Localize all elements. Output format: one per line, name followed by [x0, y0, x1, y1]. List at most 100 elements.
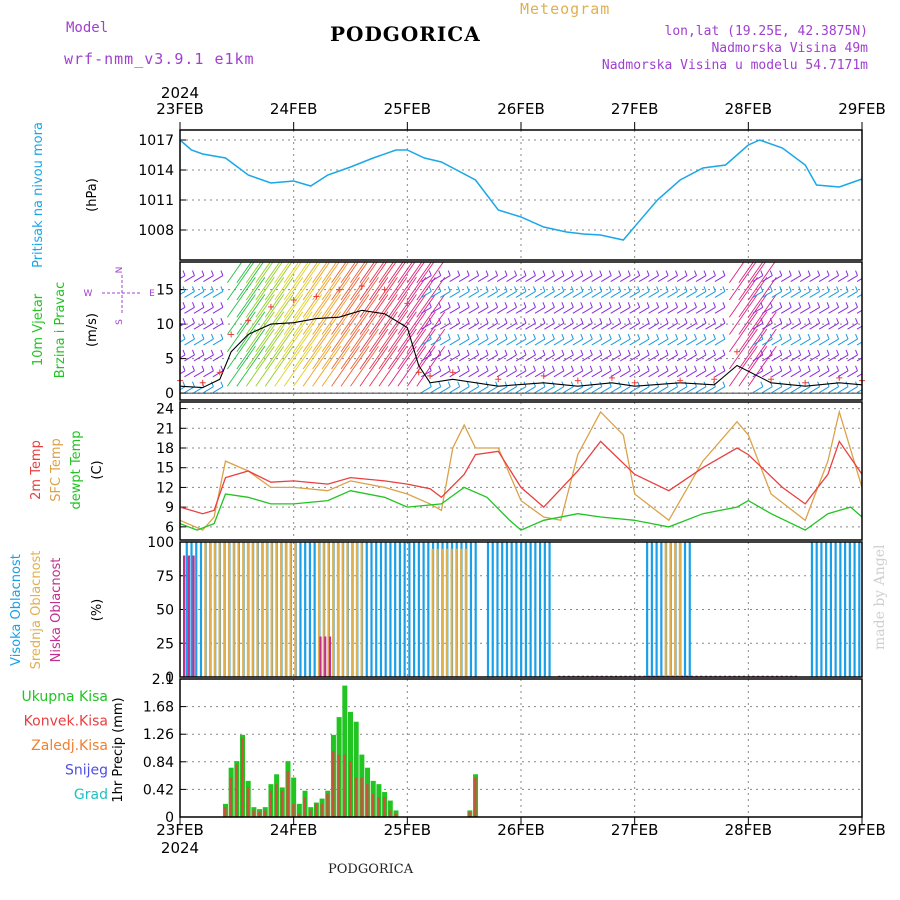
wind-barb — [236, 276, 266, 318]
wind-barb — [274, 262, 302, 301]
wind-barb — [729, 345, 758, 387]
wind-barb — [397, 345, 427, 387]
wind-barb — [561, 349, 565, 356]
wind-barb — [714, 386, 726, 394]
wind-barb — [769, 302, 773, 308]
wind-barb — [312, 294, 341, 335]
wind-barb — [591, 306, 603, 314]
wind-barb — [397, 262, 425, 301]
wind-barb — [667, 275, 678, 282]
wind-barb — [694, 286, 697, 292]
y-tick-label: 50 — [156, 603, 174, 619]
wind-barb — [627, 365, 631, 371]
precip-conv-bar — [474, 777, 477, 817]
wind-barb — [321, 345, 351, 387]
bottom-date-label: 28FEB — [725, 821, 772, 839]
wind-barb — [752, 370, 764, 378]
wind-barb — [534, 338, 546, 346]
wind-barb — [340, 276, 370, 318]
wind-barb — [184, 338, 195, 346]
wind-barb — [608, 333, 612, 340]
wind-barb — [515, 322, 527, 330]
bottom-date-label: 25FEB — [384, 821, 431, 839]
wind-barb — [762, 354, 773, 362]
wind-barb — [468, 306, 479, 314]
cloud-high-bar — [655, 542, 658, 677]
wind-barb — [428, 270, 432, 276]
wind-gust-marker — [574, 377, 581, 384]
wind-barb — [504, 317, 508, 324]
wind-barb — [572, 275, 584, 282]
cloud-high-bar — [660, 542, 663, 677]
wind-barb — [203, 306, 214, 314]
wind-barb — [675, 381, 679, 387]
wind-barb — [331, 262, 359, 301]
y-tick-label: 9 — [165, 500, 174, 516]
cloud-mid-bar — [322, 542, 325, 677]
wind-barb — [544, 306, 555, 314]
cloud-high-bar — [650, 542, 653, 677]
precip-conv-bar — [383, 797, 386, 817]
wind-barb — [438, 302, 442, 308]
wind-barb — [421, 306, 432, 314]
wind-barb — [203, 386, 214, 394]
bottom-date-label: 29FEB — [838, 821, 885, 839]
top-date-label: 28FEB — [725, 100, 772, 118]
wind-barb — [788, 302, 792, 308]
wind-barb — [504, 270, 508, 276]
wind-gust-marker — [427, 372, 434, 379]
wind-barb — [762, 306, 773, 314]
wind-barb — [542, 333, 546, 340]
wind-barb — [837, 386, 849, 394]
wind-barb — [485, 365, 489, 371]
wind-barb — [845, 317, 849, 324]
wind-barb — [203, 338, 214, 346]
wind-barb — [656, 286, 660, 292]
wind-barb — [388, 311, 417, 352]
wind-barb — [210, 270, 214, 276]
wind-barb — [544, 386, 555, 394]
wind-barb — [570, 365, 574, 371]
wind-barb — [340, 262, 369, 301]
wind-barb — [684, 349, 688, 356]
wind-barb — [388, 328, 417, 370]
wind-barb — [192, 349, 195, 356]
wind-barb — [646, 349, 650, 356]
cloud-high-bar — [688, 542, 691, 677]
lonlat-label: lon,lat (19.25E, 42.3875N) — [664, 24, 869, 39]
wind-barb — [312, 311, 341, 352]
wind-barb — [828, 275, 839, 282]
wind-barb — [340, 311, 370, 352]
wind-barb — [180, 322, 186, 327]
wind-barb — [477, 354, 489, 362]
wind-barb — [350, 294, 379, 335]
wind-barb — [752, 291, 764, 298]
cloud-high-bar — [413, 542, 416, 677]
wind-barb — [495, 270, 499, 276]
wind-barb — [855, 286, 858, 292]
wind-barb — [388, 276, 417, 318]
wind-unit-label: (m/s) — [85, 313, 100, 347]
wind-barb — [865, 382, 867, 387]
wind-barb — [618, 333, 622, 340]
wind-barb — [752, 306, 764, 314]
wind-barb — [600, 354, 612, 362]
cloud-high-bar — [844, 542, 847, 677]
wind-barb — [582, 306, 593, 314]
wind-barb — [847, 386, 858, 394]
wind-barb — [180, 370, 186, 375]
wind-barb — [487, 275, 498, 282]
wind-barb — [826, 317, 830, 324]
wind-barb — [283, 311, 313, 352]
wind-barb — [184, 354, 195, 362]
wind-barb — [226, 311, 256, 352]
wind-barb — [648, 322, 659, 330]
wind-barb — [600, 306, 612, 314]
wind-barb — [534, 275, 546, 282]
dewpt-line — [179, 486, 863, 531]
cloud-low-bar — [319, 636, 322, 677]
wind-barb — [600, 275, 612, 282]
wind-barb — [430, 275, 442, 282]
wind-barb — [799, 306, 811, 314]
wind-barb — [845, 349, 849, 356]
